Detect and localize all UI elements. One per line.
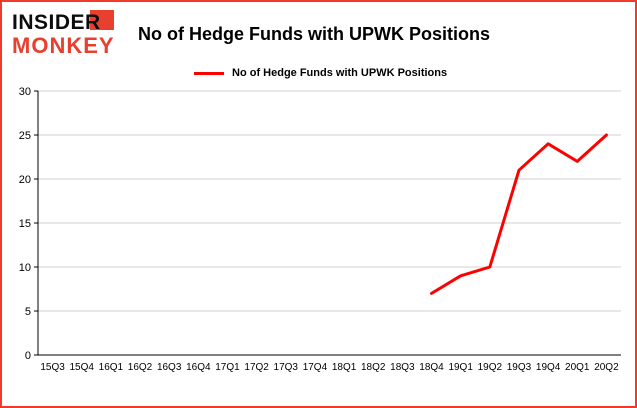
x-axis-label: 17Q2 (244, 362, 269, 373)
x-axis-label: 20Q1 (565, 362, 590, 373)
x-axis-label: 17Q4 (303, 362, 328, 373)
x-axis-label: 17Q3 (274, 362, 299, 373)
insider-monkey-logo: INSIDER MONKEY (12, 10, 122, 59)
x-axis-label: 16Q3 (157, 362, 182, 373)
legend-label: No of Hedge Funds with UPWK Positions (232, 67, 448, 79)
x-axis-label: 18Q2 (361, 362, 386, 373)
x-axis-label: 19Q3 (507, 362, 532, 373)
y-axis-label: 0 (25, 350, 31, 362)
y-axis-label: 5 (25, 306, 31, 318)
y-axis-label: 30 (19, 86, 31, 98)
legend: No of Hedge Funds with UPWK Positions (194, 67, 635, 79)
series-line (430, 133, 608, 295)
x-axis-label: 16Q2 (128, 362, 153, 373)
y-axis-label: 20 (19, 174, 31, 186)
logo-text-insider: INSIDER (12, 11, 101, 34)
x-axis-label: 18Q3 (390, 362, 415, 373)
y-axis-label: 15 (19, 218, 31, 230)
line-chart: 0 5 10 15 20 25 30 15Q3 15Q4 16Q1 16Q2 16Q3 16Q4 17Q1… (19, 86, 621, 373)
logo-text-monkey: MONKEY (12, 33, 115, 58)
plot-area: 0 5 10 15 20 25 30 15Q3 15Q4 16Q1 16Q2 16Q3 16Q4 17Q1… (2, 79, 635, 388)
x-axis-label: 17Q1 (215, 362, 240, 373)
x-axis-label: 15Q3 (40, 362, 65, 373)
x-axis-label: 16Q4 (186, 362, 211, 373)
y-axis-label: 10 (19, 262, 31, 274)
x-axis-label: 20Q2 (594, 362, 619, 373)
x-axis-label: 19Q2 (478, 362, 503, 373)
header: INSIDER MONKEY No of Hedge Funds with UP… (2, 2, 635, 59)
x-axis-label: 15Q4 (69, 362, 94, 373)
chart-title: No of Hedge Funds with UPWK Positions (138, 24, 490, 44)
y-axis-label: 25 (19, 130, 31, 142)
x-axis-label: 16Q1 (99, 362, 124, 373)
x-axis-label: 19Q4 (536, 362, 561, 373)
x-axis-label: 18Q1 (332, 362, 357, 373)
x-axis-label: 19Q1 (448, 362, 473, 373)
logo-red-square (90, 10, 114, 30)
legend-line-swatch (194, 71, 224, 75)
x-axis-label: 18Q4 (419, 362, 444, 373)
